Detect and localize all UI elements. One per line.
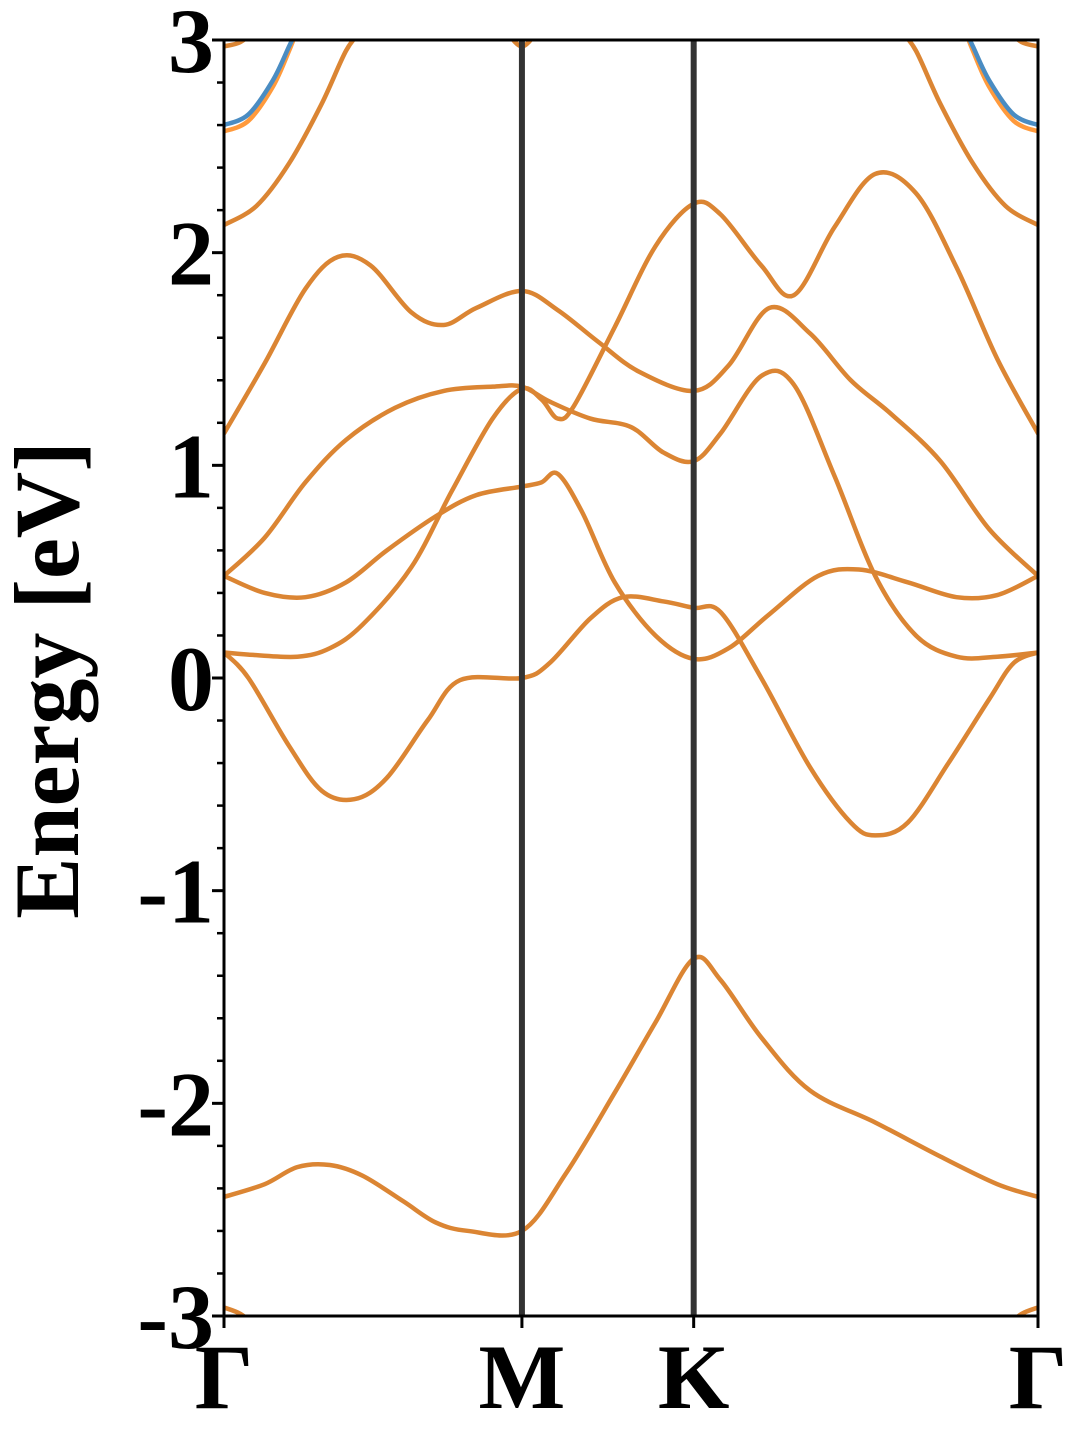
y-tick-label-5: -2 xyxy=(137,1053,214,1155)
k-point-dividers xyxy=(518,40,697,1316)
band-line-6 xyxy=(224,40,356,228)
y-axis: 3 2 1 0 -1 -2 -3 xyxy=(137,0,224,1368)
y-axis-label: Energy [eV] xyxy=(0,441,98,919)
plot-frame xyxy=(222,38,1040,1318)
band-line-12 xyxy=(224,40,248,49)
band-line-4 xyxy=(224,470,1038,662)
band-line-2 xyxy=(224,170,1038,660)
y-tick-label-4: -1 xyxy=(137,841,214,943)
band-line-0 xyxy=(224,954,1038,1238)
y-tick-label-3: 0 xyxy=(168,628,214,730)
band-line-13 xyxy=(1014,40,1038,49)
k-point-label-3: Γ xyxy=(1009,1326,1068,1428)
y-tick-label-6: -3 xyxy=(137,1266,214,1368)
band-line-10 xyxy=(224,40,295,128)
band-line-3 xyxy=(224,368,1038,661)
band-line-15 xyxy=(224,1305,248,1316)
y-tick-label-1: 2 xyxy=(168,203,214,305)
k-point-label-0: Γ xyxy=(195,1326,254,1428)
k-point-label-2: K xyxy=(658,1326,730,1428)
band-line-11 xyxy=(967,40,1038,128)
y-tick-label-2: 1 xyxy=(168,415,214,517)
y-tick-label-0: 3 xyxy=(168,0,214,92)
band-line-5 xyxy=(224,253,1038,579)
band-line-16 xyxy=(1014,1305,1038,1316)
band-line-1 xyxy=(224,594,1038,838)
band-lines xyxy=(224,40,1038,1316)
band-line-7 xyxy=(906,40,1038,228)
k-point-label-1: M xyxy=(479,1326,566,1428)
